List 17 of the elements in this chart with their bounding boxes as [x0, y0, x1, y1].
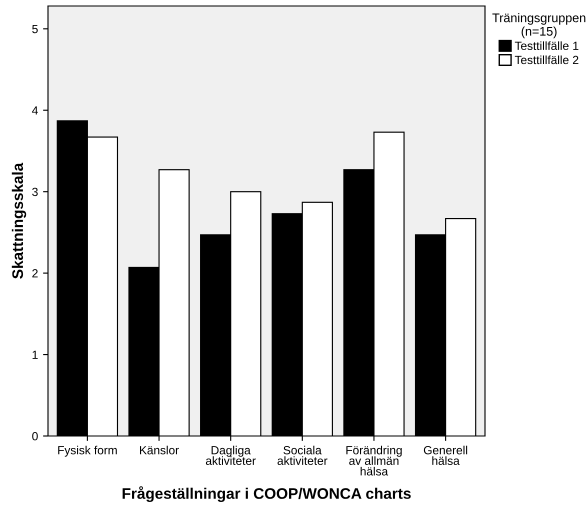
x-tick-label: Förändring av allmän hälsa	[346, 446, 402, 476]
y-tick-label: 4	[32, 106, 38, 115]
y-tick-label: 3	[32, 188, 38, 196]
x-tick-label: Fysisk form	[58, 446, 117, 457]
x-tick-label: Känslor	[140, 446, 179, 454]
y-tick-label: 5	[32, 24, 38, 34]
y-axis-title: Skattningsskala	[12, 162, 26, 279]
x-tick-label: Generell hälsa	[424, 446, 468, 465]
y-tick-label: 1	[32, 350, 38, 359]
y-tick-label: 0	[32, 432, 38, 440]
legend-title: Träningsgruppen (n=15)	[492, 13, 586, 38]
legend-label: Testtillfälle 1	[514, 41, 578, 50]
x-tick-label: Sociala aktiviteter	[278, 446, 328, 465]
x-axis-title: Frågeställningar i COOP/WONCA charts	[122, 486, 411, 502]
y-tick-label: 2	[32, 269, 38, 278]
x-tick-label: Dagliga aktiviteter	[206, 446, 256, 465]
legend-label: Testtillfälle 2	[514, 55, 578, 64]
